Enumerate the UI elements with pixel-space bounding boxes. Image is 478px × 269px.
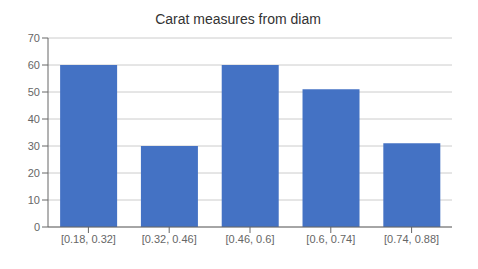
svg-text:[0.6, 0.74]: [0.6, 0.74] bbox=[306, 233, 355, 245]
svg-text:50: 50 bbox=[28, 86, 40, 98]
svg-text:[0.18, 0.32]: [0.18, 0.32] bbox=[61, 233, 116, 245]
svg-text:10: 10 bbox=[28, 194, 40, 206]
svg-text:60: 60 bbox=[28, 59, 40, 71]
svg-text:[0.74, 0.88]: [0.74, 0.88] bbox=[384, 233, 439, 245]
svg-text:20: 20 bbox=[28, 167, 40, 179]
svg-text:[0.46, 0.6]: [0.46, 0.6] bbox=[226, 233, 275, 245]
svg-text:30: 30 bbox=[28, 140, 40, 152]
svg-text:40: 40 bbox=[28, 113, 40, 125]
html-text:Carat measures from diam: Carat measures from diam bbox=[155, 11, 321, 27]
svg-text:70: 70 bbox=[28, 32, 40, 44]
svg-text:0: 0 bbox=[34, 221, 40, 233]
svg-text:[0.32, 0.46]: [0.32, 0.46] bbox=[142, 233, 197, 245]
